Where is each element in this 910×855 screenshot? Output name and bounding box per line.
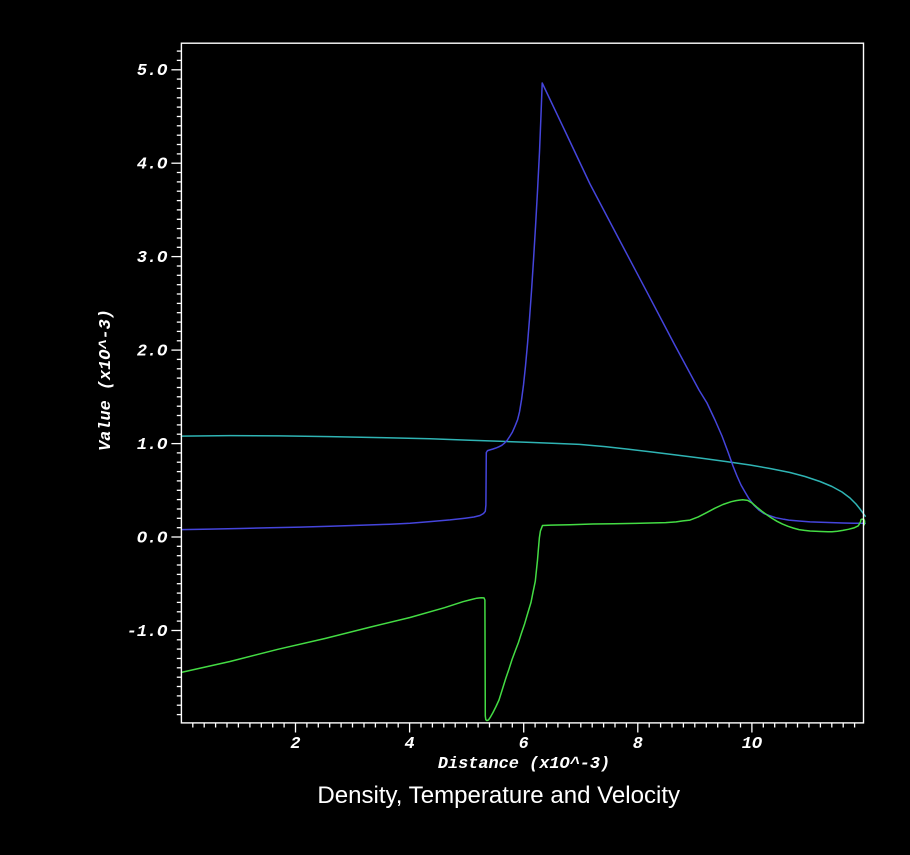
svg-text:1O: 1O <box>742 735 762 754</box>
svg-text:Distance (x1O^-3): Distance (x1O^-3) <box>438 755 610 774</box>
svg-text:1.O: 1.O <box>137 436 167 455</box>
svg-text:8: 8 <box>633 735 643 754</box>
svg-text:4.O: 4.O <box>137 156 167 175</box>
svg-text:3.O: 3.O <box>137 249 167 268</box>
svg-text:Value (x1O^-3): Value (x1O^-3) <box>97 309 116 451</box>
svg-text:2.O: 2.O <box>137 343 167 362</box>
svg-text:-1.O: -1.O <box>127 623 168 642</box>
svg-text:4: 4 <box>405 735 415 754</box>
svg-text:5.O: 5.O <box>137 62 167 81</box>
svg-text:2: 2 <box>290 735 300 754</box>
svg-text:O.O: O.O <box>137 529 167 548</box>
svg-text:Density, Temperature and Veloc: Density, Temperature and Velocity <box>317 782 680 809</box>
svg-text:6: 6 <box>519 735 529 754</box>
